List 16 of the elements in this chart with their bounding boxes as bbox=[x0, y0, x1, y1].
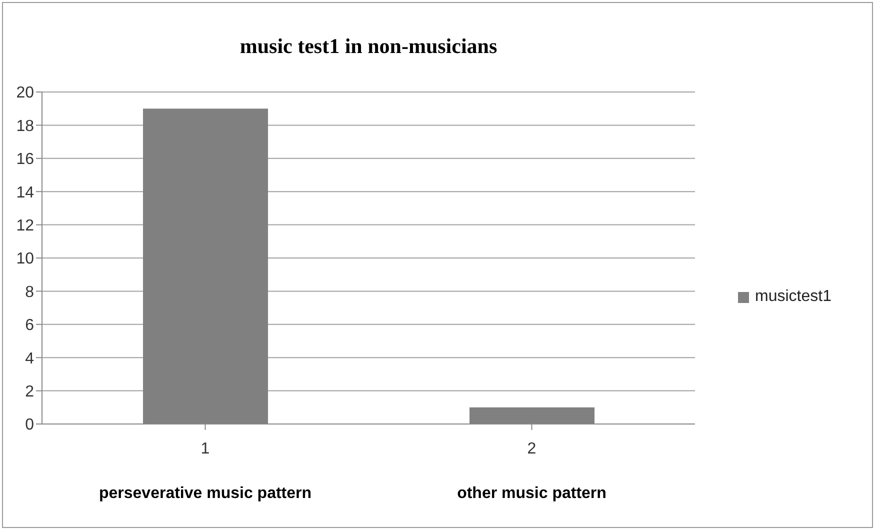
y-tick-label: 12 bbox=[16, 217, 34, 234]
y-tick-label: 14 bbox=[16, 184, 34, 202]
y-tick-label: 8 bbox=[25, 284, 34, 301]
chart-title: music test1 in non-musicians bbox=[238, 34, 498, 59]
y-tick-label: 0 bbox=[25, 416, 34, 434]
text: other music pattern bbox=[456, 485, 608, 503]
y-tick-label: 18 bbox=[16, 118, 34, 135]
x-tick-label: 1 bbox=[200, 440, 210, 458]
legend-label: musictest1 bbox=[755, 288, 832, 306]
y-tick-label: 20 bbox=[16, 84, 34, 102]
y-tick-label: 2 bbox=[25, 383, 34, 400]
y-tick-label: 10 bbox=[16, 250, 34, 268]
y-tick-label: 6 bbox=[25, 317, 34, 334]
y-tick-label: 4 bbox=[25, 350, 34, 368]
y-tick-label: 16 bbox=[16, 151, 34, 168]
text: perseverative music pattern bbox=[98, 485, 313, 503]
